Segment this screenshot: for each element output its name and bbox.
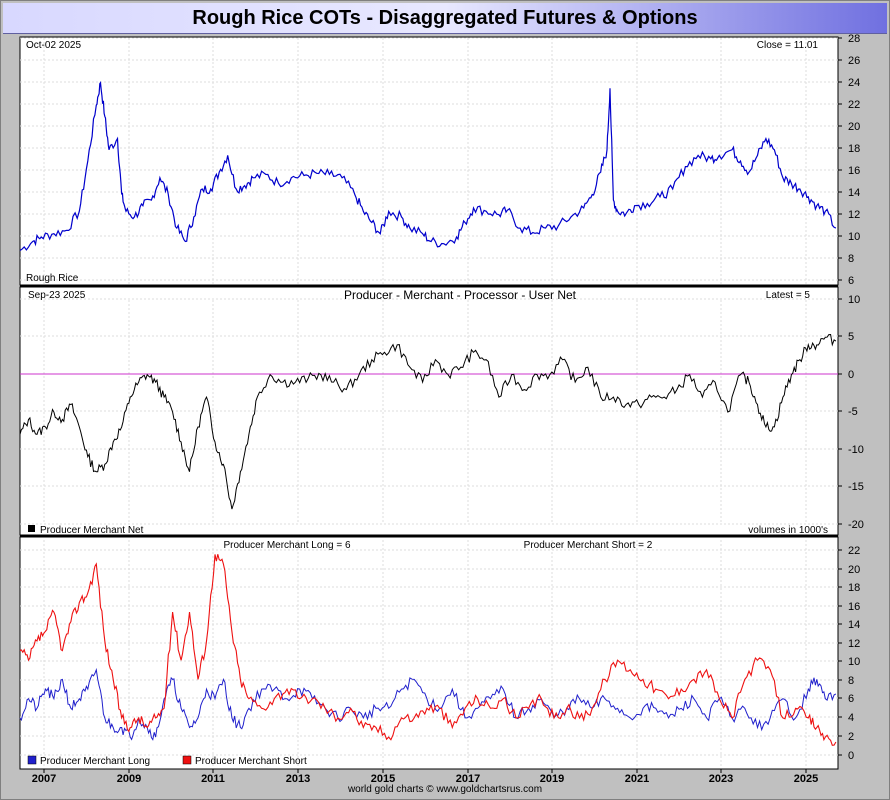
price-series-line <box>19 81 837 251</box>
ls-ytick-label: 16 <box>848 601 860 613</box>
price-ytick-label: 20 <box>848 121 860 133</box>
xtick-label: 2025 <box>794 773 818 785</box>
ls-ytick-label: 10 <box>848 656 860 668</box>
long-series-line <box>19 667 837 741</box>
ls-ytick-label: 8 <box>848 675 854 687</box>
price-ytick-label: 28 <box>848 33 860 45</box>
short-value-label: Producer Merchant Short = 2 <box>524 540 653 551</box>
net-date-label: Sep-23 2025 <box>28 290 86 301</box>
net-title: Producer - Merchant - Processor - User N… <box>344 288 577 302</box>
ls-ytick-label: 22 <box>848 545 860 557</box>
short-legend-label: Producer Merchant Short <box>195 756 307 767</box>
price-ytick-label: 22 <box>848 99 860 111</box>
long-value-label: Producer Merchant Long = 6 <box>223 540 350 551</box>
footer-credit: world gold charts © www.goldchartsrus.co… <box>347 784 543 795</box>
xtick-label: 2013 <box>286 773 310 785</box>
net-ytick-label: 10 <box>848 294 860 306</box>
short-legend-swatch <box>182 755 192 765</box>
price-ytick-label: 18 <box>848 143 860 155</box>
price-ytick-label: 12 <box>848 209 860 221</box>
price-ytick-label: 10 <box>848 231 860 243</box>
net-legend-label: Producer Merchant Net <box>40 525 144 536</box>
price-bottom-label: Rough Rice <box>26 273 79 284</box>
xtick-label: 2021 <box>625 773 649 785</box>
chart-title: Rough Rice COTs - Disaggregated Futures … <box>192 6 698 29</box>
price-ytick-label: 6 <box>848 275 854 287</box>
short-series-line <box>19 554 837 746</box>
price-ytick-label: 14 <box>848 187 860 199</box>
price-ytick-label: 16 <box>848 165 860 177</box>
ls-ytick-label: 12 <box>848 638 860 650</box>
price-ytick-label: 8 <box>848 253 854 265</box>
net-ytick-label: 5 <box>848 331 854 343</box>
long-legend-swatch <box>27 755 37 765</box>
price-ytick-label: 26 <box>848 55 860 67</box>
ls-ytick-label: 20 <box>848 564 860 576</box>
net-latest-label: Latest = 5 <box>766 290 811 301</box>
ls-ytick-label: 4 <box>848 712 854 724</box>
price-panel <box>19 36 839 286</box>
net-ytick-label: -5 <box>848 406 858 418</box>
ls-ytick-label: 2 <box>848 731 854 743</box>
longshort-panel <box>19 536 839 770</box>
xtick-label: 2023 <box>709 773 733 785</box>
net-ytick-label: 0 <box>848 369 854 381</box>
ls-ytick-label: 18 <box>848 582 860 594</box>
net-ytick-label: -20 <box>848 519 864 531</box>
xtick-label: 2007 <box>32 773 56 785</box>
price-date-label: Oct-02 2025 <box>26 40 81 51</box>
xtick-label: 2011 <box>201 773 225 785</box>
volume-note: volumes in 1000's <box>748 525 828 536</box>
net-ytick-label: -15 <box>848 481 864 493</box>
net-series-line <box>19 333 837 510</box>
xtick-label: 2019 <box>540 773 564 785</box>
xtick-label: 2009 <box>117 773 141 785</box>
xtick-label: 2015 <box>371 773 395 785</box>
ls-ytick-label: 0 <box>848 750 854 762</box>
price-ytick-label: 24 <box>848 77 860 89</box>
long-legend-label: Producer Merchant Long <box>40 756 150 767</box>
net-legend-swatch <box>28 525 35 532</box>
xtick-label: 2017 <box>456 773 480 785</box>
ls-ytick-label: 14 <box>848 619 860 631</box>
price-close-label: Close = 11.01 <box>757 40 819 51</box>
ls-ytick-label: 6 <box>848 693 854 705</box>
net-ytick-label: -10 <box>848 444 864 456</box>
title-bar: Rough Rice COTs - Disaggregated Futures … <box>3 3 887 34</box>
